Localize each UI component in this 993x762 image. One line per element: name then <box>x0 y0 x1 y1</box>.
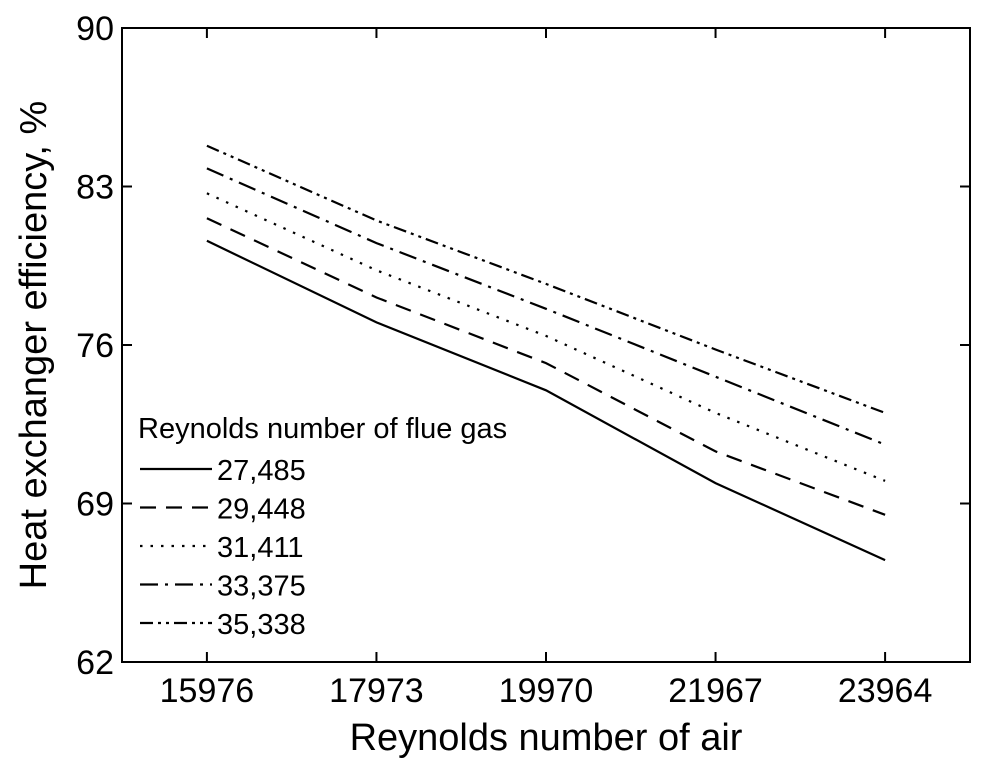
series-line-1 <box>206 239 886 562</box>
y-axis-title: Heat exchanger efficiency, % <box>13 101 55 590</box>
y-tick-label: 69 <box>76 486 114 524</box>
legend-items: 27,485 29,448 31,411 33,375 35,338 <box>140 455 306 641</box>
legend-label-4: 33,375 <box>217 571 306 603</box>
y-tick-label: 90 <box>76 10 114 48</box>
y-tick-label: 76 <box>76 327 114 365</box>
x-tick-label: 15976 <box>160 672 255 710</box>
x-tick-label: 23964 <box>838 672 933 710</box>
legend-label-3: 31,411 <box>217 532 304 564</box>
series-lines <box>206 144 886 562</box>
ticks: 62 69 76 83 90 15976 17973 19970 21967 23964 <box>76 10 970 710</box>
plot-frame <box>121 27 971 663</box>
legend-label-5: 35,338 <box>217 609 306 641</box>
x-tick-label: 19970 <box>499 672 594 710</box>
series-line-4 <box>206 167 886 446</box>
x-axis-title: Reynolds number of air <box>350 717 743 759</box>
x-tick-label: 17973 <box>329 672 424 710</box>
legend-label-1: 27,485 <box>217 455 306 487</box>
series-line-2 <box>206 217 886 516</box>
y-tick-label: 83 <box>76 169 114 207</box>
x-tick-label: 21967 <box>668 672 763 710</box>
legend: Reynolds number of flue gas 27,485 29,448… <box>138 413 507 641</box>
series-line-3 <box>206 192 886 482</box>
legend-label-2: 29,448 <box>217 494 306 526</box>
y-tick-label: 62 <box>76 644 114 682</box>
legend-title: Reynolds number of flue gas <box>138 413 507 445</box>
series-line-5 <box>206 144 886 414</box>
